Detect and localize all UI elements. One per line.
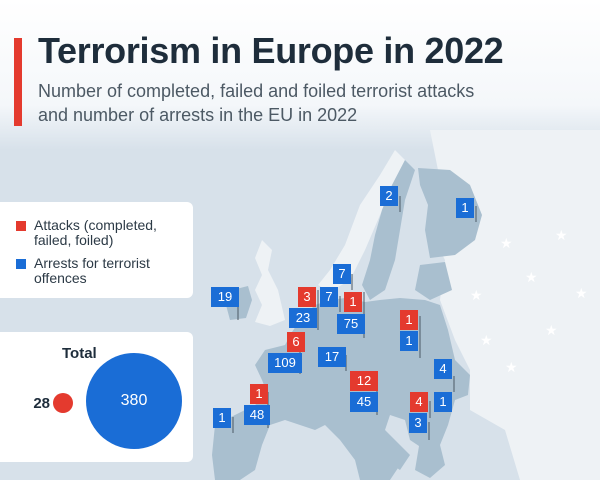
netherlands-arrests-flag: 23 [289, 308, 317, 328]
header [0, 0, 600, 150]
totals-title: Total [62, 345, 97, 362]
germany-attacks-flag: 1 [344, 292, 362, 312]
baltics-land [415, 262, 452, 300]
italy-attacks-flag: 12 [350, 371, 378, 391]
legend-box: Attacks (completed, failed, foiled) Arre… [0, 202, 193, 298]
spain-attacks-flag: 1 [250, 384, 268, 404]
italy-arrests-flag: 45 [350, 392, 378, 412]
belgium-arrests-flag: 7 [320, 287, 338, 307]
star-decoration: ★ [500, 236, 513, 252]
uk-land [255, 240, 285, 326]
romania-arrests-flag: 4 [434, 359, 452, 379]
italy-land [345, 395, 410, 470]
star-decoration: ★ [555, 228, 568, 244]
legend-item-attacks: Attacks (completed, failed, foiled) [16, 218, 191, 248]
austria-arrests-flag: 17 [318, 347, 346, 367]
portugal-arrests-flag: 1 [213, 408, 231, 428]
star-decoration: ★ [480, 333, 493, 349]
star-decoration: ★ [505, 360, 518, 376]
subtitle-line-2: and number of arrests in the EU in 2022 [38, 105, 358, 125]
star-decoration: ★ [575, 286, 588, 302]
greece-arrests-flag: 3 [409, 413, 427, 433]
poland-arrests-flag: 1 [400, 331, 418, 351]
total-attacks-bubble [53, 393, 73, 413]
page-subtitle: Number of completed, failed and foiled t… [38, 79, 474, 127]
total-arrests-bubble: 380 [86, 353, 182, 449]
legend-attacks-label: Attacks (completed, failed, foiled) [34, 217, 157, 248]
germany-arrests-flag: 75 [337, 314, 365, 334]
finland-arrests-flag: 1 [456, 198, 474, 218]
poland-attacks-flag: 1 [400, 310, 418, 330]
page-title: Terrorism in Europe in 2022 [38, 30, 504, 71]
total-attacks-value: 28 [33, 395, 50, 412]
star-decoration: ★ [525, 270, 538, 286]
ireland-arrests-flag: 19 [211, 287, 239, 307]
bulgaria-arrests-flag: 1 [434, 392, 452, 412]
star-decoration: ★ [545, 323, 558, 339]
attacks-swatch [16, 221, 26, 231]
legend-arrests-label: Arrests for terrorist offences [34, 255, 150, 286]
denmark-arrests-flag: 7 [333, 264, 351, 284]
arrests-swatch [16, 259, 26, 269]
star-decoration: ★ [470, 288, 483, 304]
norway-land [318, 150, 405, 292]
total-arrests-value: 380 [120, 392, 148, 409]
accent-bar [14, 38, 22, 126]
legend-item-arrests: Arrests for terrorist offences [16, 256, 191, 286]
greece-land [415, 440, 445, 478]
finland-land [418, 168, 482, 258]
france-arrests-flag: 109 [268, 353, 302, 373]
netherlands-attacks-flag: 3 [298, 287, 316, 307]
sweden-arrests-flag: 2 [380, 186, 398, 206]
sweden-land [362, 160, 415, 300]
france-attacks-flag: 6 [287, 332, 305, 352]
bulgaria-attacks-flag: 4 [410, 392, 428, 412]
spain-arrests-flag: 48 [244, 405, 270, 425]
subtitle-line-1: Number of completed, failed and foiled t… [38, 81, 475, 101]
